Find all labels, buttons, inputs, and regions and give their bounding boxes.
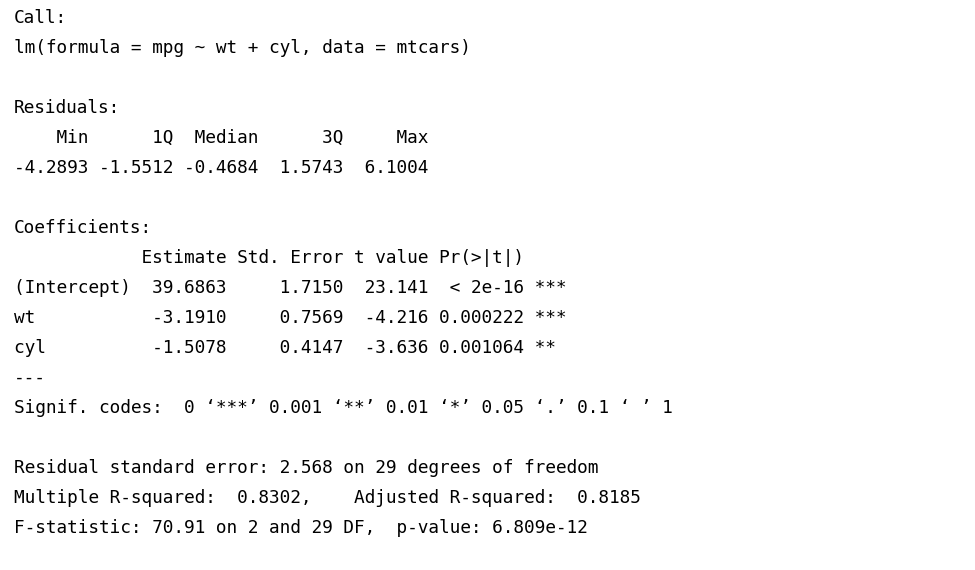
Text: Call:: Call: — [14, 9, 67, 27]
Text: Residual standard error: 2.568 on 29 degrees of freedom: Residual standard error: 2.568 on 29 deg… — [14, 459, 599, 477]
Text: Multiple R-squared:  0.8302,    Adjusted R-squared:  0.8185: Multiple R-squared: 0.8302, Adjusted R-s… — [14, 489, 641, 507]
Text: (Intercept)  39.6863     1.7150  23.141  < 2e-16 ***: (Intercept) 39.6863 1.7150 23.141 < 2e-1… — [14, 279, 566, 297]
Text: lm(formula = mpg ~ wt + cyl, data = mtcars): lm(formula = mpg ~ wt + cyl, data = mtca… — [14, 39, 471, 57]
Text: Estimate Std. Error t value Pr(>|t|): Estimate Std. Error t value Pr(>|t|) — [14, 249, 566, 267]
Text: ---: --- — [14, 369, 46, 387]
Text: wt           -3.1910     0.7569  -4.216 0.000222 ***: wt -3.1910 0.7569 -4.216 0.000222 *** — [14, 309, 566, 327]
Text: Signif. codes:  0 ‘***’ 0.001 ‘**’ 0.01 ‘*’ 0.05 ‘.’ 0.1 ‘ ’ 1: Signif. codes: 0 ‘***’ 0.001 ‘**’ 0.01 ‘… — [14, 399, 673, 417]
Text: F-statistic: 70.91 on 2 and 29 DF,  p-value: 6.809e-12: F-statistic: 70.91 on 2 and 29 DF, p-val… — [14, 519, 588, 537]
Text: Residuals:: Residuals: — [14, 99, 120, 117]
Text: Min      1Q  Median      3Q     Max: Min 1Q Median 3Q Max — [14, 129, 428, 147]
Text: -4.2893 -1.5512 -0.4684  1.5743  6.1004: -4.2893 -1.5512 -0.4684 1.5743 6.1004 — [14, 159, 428, 177]
Text: cyl          -1.5078     0.4147  -3.636 0.001064 **: cyl -1.5078 0.4147 -3.636 0.001064 ** — [14, 339, 566, 357]
Text: Coefficients:: Coefficients: — [14, 219, 152, 237]
